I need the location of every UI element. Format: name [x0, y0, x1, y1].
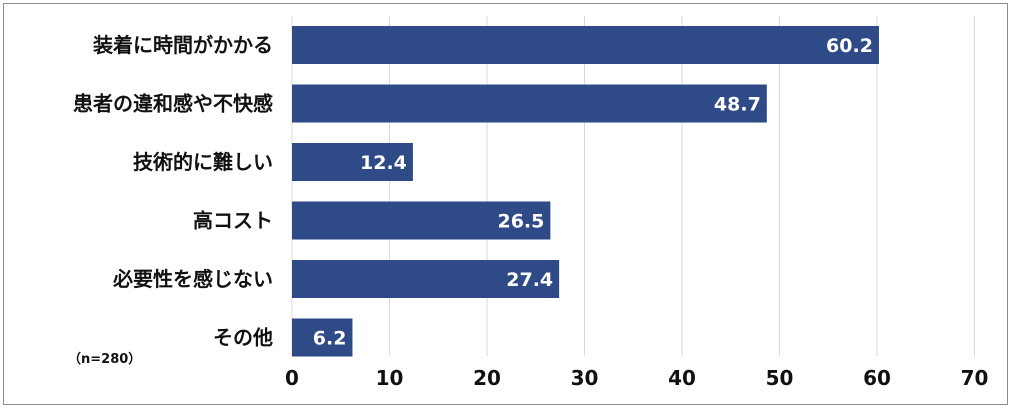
x-tick-label: 20 — [473, 366, 501, 390]
bar-value-label: 6.2 — [313, 328, 347, 350]
category-label: 患者の違和感や不快感 — [73, 92, 273, 116]
bar-value-label: 27.4 — [506, 269, 553, 291]
bar — [292, 201, 551, 240]
bar — [292, 26, 879, 64]
bar-value-label: 12.4 — [360, 152, 407, 174]
category-label: 技術的に難しい — [133, 150, 273, 174]
bar — [292, 260, 560, 298]
sample-size-note: （n=280） — [68, 351, 141, 367]
bar — [292, 84, 767, 123]
category-label: その他 — [213, 326, 273, 350]
x-tick-label: 40 — [668, 366, 696, 390]
category-label: 装着に時間がかかる — [92, 33, 273, 57]
x-tick-label: 60 — [863, 366, 891, 390]
category-label: 必要性を感じない — [112, 267, 273, 291]
bar-value-label: 60.2 — [826, 35, 873, 57]
x-tick-label: 10 — [376, 366, 404, 390]
x-tick-label: 0 — [285, 366, 299, 390]
bar-value-label: 26.5 — [497, 211, 544, 233]
category-labels: 装着に時間がかかる患者の違和感や不快感技術的に難しい高コスト必要性を感じないその… — [73, 33, 273, 350]
bar — [292, 318, 353, 357]
x-axis-ticks: 0 10 20 30 40 50 60 70 — [285, 366, 988, 390]
bar-value-label: 48.7 — [714, 94, 761, 116]
x-tick-label: 30 — [571, 366, 599, 390]
bars: 60.2 48.7 12.4 26.5 27.4 6.2 — [292, 26, 879, 357]
x-tick-label: 70 — [961, 366, 989, 390]
bar — [292, 143, 413, 181]
gridlines — [291, 16, 975, 356]
category-label: 高コスト — [193, 209, 273, 233]
x-tick-label: 50 — [766, 366, 794, 390]
